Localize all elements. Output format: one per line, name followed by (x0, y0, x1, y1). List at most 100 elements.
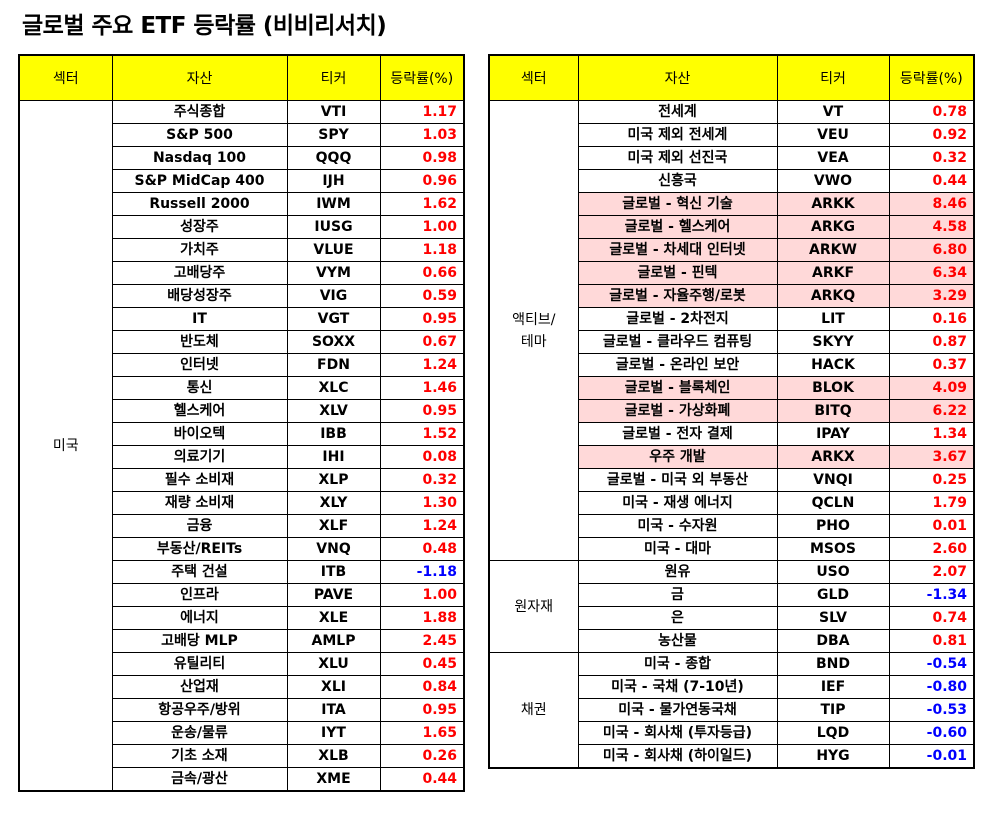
table-row: 채권 미국 - 종합 BND -0.54 (488, 652, 975, 769)
change-cell: 6.22 (888, 399, 975, 423)
change-cell: 3.29 (888, 284, 975, 308)
asset-cell: 글로벌 - 미국 외 부동산 (577, 468, 778, 492)
change-cell: 3.67 (888, 445, 975, 469)
ticker-cell: IPAY (776, 422, 890, 446)
table-row: 미국 - 수자원 PHO 0.01 (489, 514, 975, 538)
ticker-cell: VEA (776, 146, 890, 170)
ticker-cell: IBB (286, 422, 381, 446)
table-row: 운송/물류 IYT 1.65 (19, 721, 465, 745)
change-cell: -1.34 (888, 583, 975, 607)
asset-cell: 주택 건설 (111, 560, 288, 584)
ticker-cell: GLD (776, 583, 890, 607)
table-row: 글로벌 - 혁신 기술 ARKK 8.46 (489, 192, 975, 216)
table-row: 의료기기 IHI 0.08 (19, 445, 465, 469)
ticker-cell: XLE (286, 606, 381, 630)
ticker-cell: LIT (776, 307, 890, 331)
table-row: 반도체 SOXX 0.67 (19, 330, 465, 354)
sector-cell: 액티브/ 테마 (488, 100, 579, 561)
change-cell: 0.16 (888, 307, 975, 331)
asset-cell: 미국 - 종합 (577, 652, 778, 676)
change-cell: 0.84 (379, 675, 465, 699)
ticker-cell: HYG (776, 744, 890, 769)
change-cell: 1.79 (888, 491, 975, 515)
header-asset: 자산 (111, 54, 288, 101)
ticker-cell: QCLN (776, 491, 890, 515)
change-cell: 0.87 (888, 330, 975, 354)
change-cell: 0.78 (888, 100, 975, 124)
asset-cell: 글로벌 - 클라우드 컴퓨팅 (577, 330, 778, 354)
table-row: 우주 개발 ARKX 3.67 (489, 445, 975, 469)
table-row: 헬스케어 XLV 0.95 (19, 399, 465, 423)
table-row: 미국 제외 전세계 VEU 0.92 (489, 123, 975, 147)
asset-cell: 은 (577, 606, 778, 630)
table-row: 에너지 XLE 1.88 (19, 606, 465, 630)
table-row: 주택 건설 ITB -1.18 (19, 560, 465, 584)
ticker-cell: VGT (286, 307, 381, 331)
asset-cell: 필수 소비재 (111, 468, 288, 492)
asset-cell: 산업재 (111, 675, 288, 699)
ticker-cell: DBA (776, 629, 890, 653)
table-row: 액티브/ 테마 전세계 VT 0.78 (488, 100, 975, 561)
asset-cell: 미국 - 재생 에너지 (577, 491, 778, 515)
change-cell: 4.58 (888, 215, 975, 239)
table-row: 금융 XLF 1.24 (19, 514, 465, 538)
ticker-cell: ITB (286, 560, 381, 584)
asset-cell: 전세계 (577, 100, 778, 124)
asset-cell: 글로벌 - 가상화폐 (577, 399, 778, 423)
asset-cell: 미국 제외 선진국 (577, 146, 778, 170)
asset-cell: 인터넷 (111, 353, 288, 377)
change-cell: 0.81 (888, 629, 975, 653)
change-cell: 0.95 (379, 307, 465, 331)
ticker-cell: PAVE (286, 583, 381, 607)
asset-cell: 농산물 (577, 629, 778, 653)
ticker-cell: ARKF (776, 261, 890, 285)
change-cell: 0.44 (379, 767, 465, 792)
table-row: 산업재 XLI 0.84 (19, 675, 465, 699)
change-cell: 0.48 (379, 537, 465, 561)
change-cell: 1.30 (379, 491, 465, 515)
table-row: 미국 - 국채 (7-10년) IEF -0.80 (489, 675, 975, 699)
change-cell: 0.92 (888, 123, 975, 147)
ticker-cell: PHO (776, 514, 890, 538)
ticker-cell: XLV (286, 399, 381, 423)
table-row: 미국 - 재생 에너지 QCLN 1.79 (489, 491, 975, 515)
asset-cell: 금융 (111, 514, 288, 538)
header-asset: 자산 (577, 54, 778, 101)
table-row: 부동산/REITs VNQ 0.48 (19, 537, 465, 561)
asset-cell: S&P 500 (111, 123, 288, 147)
ticker-cell: VEU (776, 123, 890, 147)
change-cell: 0.96 (379, 169, 465, 193)
asset-cell: 기초 소재 (111, 744, 288, 768)
asset-cell: 우주 개발 (577, 445, 778, 469)
asset-cell: Nasdaq 100 (111, 146, 288, 170)
change-cell: 1.17 (379, 100, 465, 124)
page-title: 글로벌 주요 ETF 등락률 (비비리서치) (22, 13, 387, 39)
change-cell: 0.25 (888, 468, 975, 492)
ticker-cell: SLV (776, 606, 890, 630)
ticker-cell: IEF (776, 675, 890, 699)
asset-cell: 글로벌 - 전자 결제 (577, 422, 778, 446)
header-change: 등락률(%) (888, 54, 975, 101)
ticker-cell: QQQ (286, 146, 381, 170)
ticker-cell: XLP (286, 468, 381, 492)
header-change: 등락률(%) (379, 54, 465, 101)
ticker-cell: BLOK (776, 376, 890, 400)
ticker-cell: XLI (286, 675, 381, 699)
change-cell: 1.62 (379, 192, 465, 216)
table-row: 배당성장주 VIG 0.59 (19, 284, 465, 308)
table-row: 미국 주식종합 VTI 1.17 (18, 100, 465, 792)
change-cell: -0.60 (888, 721, 975, 745)
table-row: 글로벌 - 클라우드 컴퓨팅 SKYY 0.87 (489, 330, 975, 354)
sector-cell: 미국 (18, 100, 113, 792)
table-row: 원자재 원유 USO 2.07 (488, 560, 975, 653)
table-row: 통신 XLC 1.46 (19, 376, 465, 400)
change-cell: 1.46 (379, 376, 465, 400)
change-cell: 6.34 (888, 261, 975, 285)
ticker-cell: XLC (286, 376, 381, 400)
change-cell: -0.53 (888, 698, 975, 722)
change-cell: 0.95 (379, 698, 465, 722)
asset-cell: 운송/물류 (111, 721, 288, 745)
asset-cell: 항공우주/방위 (111, 698, 288, 722)
table-row: 고배당 MLP AMLP 2.45 (19, 629, 465, 653)
ticker-cell: XLU (286, 652, 381, 676)
